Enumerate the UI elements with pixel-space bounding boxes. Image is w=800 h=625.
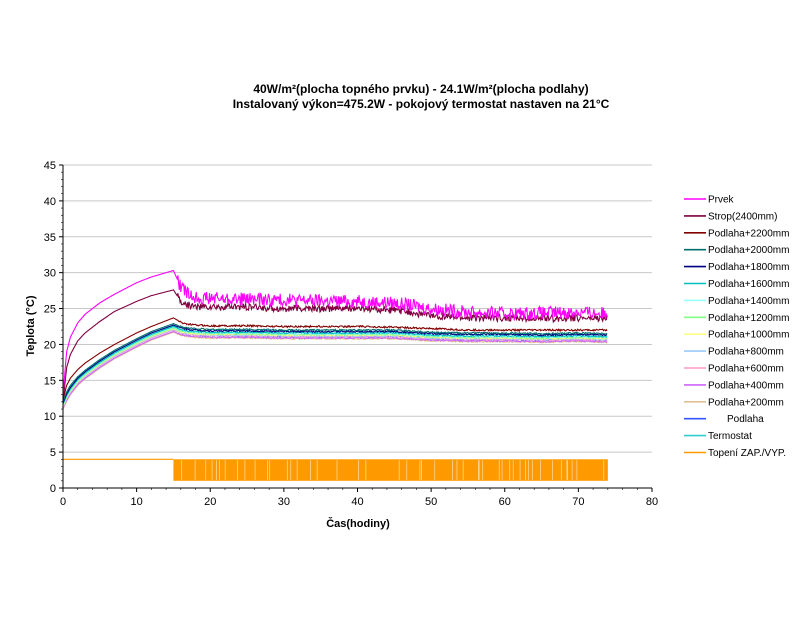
x-tick-label: 30 [278,496,290,508]
legend-item: Podlaha+200mm [684,397,784,408]
legend-label: Prvek [708,195,735,206]
legend-item: Podlaha+2000mm [684,245,789,256]
series-line [62,269,608,395]
legend-label: Podlaha+1600mm [708,279,789,290]
y-tick-label: 40 [44,196,56,208]
legend: Prvek Strop(2400mm) Podlaha+2200mm Podlaha+… [684,195,789,459]
legend-item: Podlaha+1000mm [684,330,789,341]
x-tick-label: 0 [60,496,66,508]
y-tick-label: 5 [50,447,56,459]
legend-item: Podlaha+1400mm [684,296,789,307]
legend-label: Podlaha+800mm [708,347,784,358]
legend-label: Podlaha+2200mm [708,228,789,239]
y-tick-label: 35 [44,232,56,244]
series-line [62,328,608,408]
series-line [62,331,608,410]
heating-cycling-band [173,459,608,481]
legend-label: Podlaha+400mm [708,380,784,391]
x-tick-label: 10 [131,496,143,508]
legend-label: Podlaha+1000mm [708,330,789,341]
legend-item: Podlaha+1800mm [684,262,789,273]
y-tick-label: 10 [44,411,56,423]
legend-label: Podlaha+200mm [708,397,784,408]
legend-item: Podlaha+2200mm [684,228,789,239]
chart-title: 40W/m²(plocha topného prvku) - 24.1W/m²(… [253,82,588,96]
tick-labels: 0 5 10 15 20 25 30 35 40 45 0 10 20 30 40 50 60 70 80 [44,160,658,508]
legend-label: Podlaha+600mm [708,364,784,375]
series-line [62,330,608,409]
legend-label: Strop(2400mm) [708,211,777,222]
legend-label: Podlaha+1200mm [708,313,789,324]
series-heating-onoff [63,458,608,481]
y-tick-label: 30 [44,268,56,280]
x-tick-label: 60 [499,496,511,508]
legend-item: Podlaha+1200mm [684,313,789,324]
y-axis-label: Teplota (°C) [25,295,37,356]
chart-subtitle: Instalovaný výkon=475.2W - pokojový term… [233,97,610,111]
legend-item: Topení ZAP./VYP. [684,448,786,459]
legend-label: Podlaha+1800mm [708,262,789,273]
x-tick-label: 50 [425,496,437,508]
series-line [62,317,608,400]
legend-item: Termostat [684,431,752,442]
y-tick-label: 25 [44,304,56,316]
series-line [62,323,608,403]
y-tick-label: 15 [44,375,56,387]
series-line [62,325,608,405]
series-line [62,329,608,408]
legend-item: Prvek [684,195,735,206]
legend-label: Podlaha+1400mm [708,296,789,307]
x-tick-label: 40 [351,496,363,508]
legend-item: Podlaha+800mm [684,347,784,358]
x-axis-label: Čas(hodiny) [326,517,390,530]
y-tick-label: 0 [50,483,56,495]
legend-item: Podlaha+1600mm [684,279,789,290]
legend-label: Topení ZAP./VYP. [708,448,786,459]
legend-label: Podlaha [727,414,764,425]
legend-item: Podlaha+600mm [684,364,784,375]
legend-label: Podlaha+2000mm [708,245,789,256]
axes [59,164,653,492]
series-line [62,289,608,402]
x-tick-label: 80 [646,496,658,508]
plot-series [62,269,608,481]
x-tick-label: 70 [572,496,584,508]
legend-item: Podlaha [684,414,764,425]
legend-item: Podlaha+400mm [684,380,784,391]
x-tick-label: 20 [204,496,216,508]
y-tick-label: 45 [44,160,56,172]
legend-label: Termostat [708,431,752,442]
y-tick-label: 20 [44,339,56,351]
legend-item: Strop(2400mm) [684,211,777,222]
